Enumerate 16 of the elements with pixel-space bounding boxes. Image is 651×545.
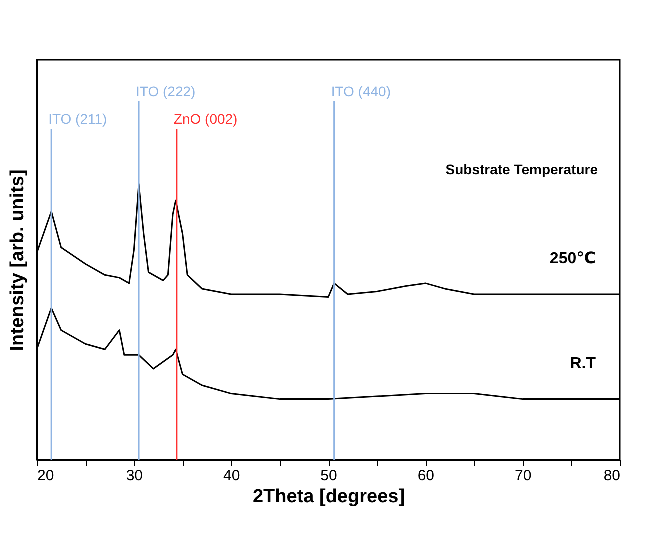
ref-line-label: ITO (440)	[331, 83, 391, 100]
x-axis-title: 2Theta [degrees]	[252, 486, 406, 508]
ref-line-label: ZnO (002)	[174, 110, 238, 127]
x-tick-label: 30	[126, 468, 144, 484]
series-label: R.T	[570, 355, 596, 372]
y-axis-title: Intensity [arb. units]	[8, 170, 28, 352]
x-tick-label: 70	[514, 468, 532, 484]
ref-line-label: ITO (211)	[48, 110, 108, 127]
text: Substrate Temperature	[446, 161, 598, 178]
x-tick-label: 60	[418, 468, 435, 484]
x-tick-label: 50	[320, 468, 338, 484]
ref-line-label: ITO (222)	[136, 83, 196, 100]
series-label: 250℃	[550, 250, 596, 268]
x-tick-label: 40	[223, 468, 240, 484]
x-tick-label: 80	[604, 468, 620, 484]
x-tick-label: 20	[38, 468, 54, 484]
